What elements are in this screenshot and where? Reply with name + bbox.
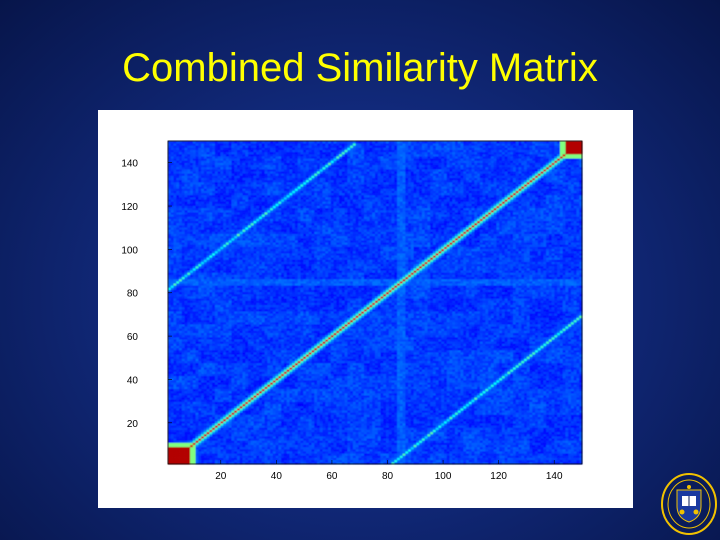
x-tick-label: 20 bbox=[215, 471, 227, 482]
plot-area bbox=[168, 141, 582, 464]
y-tick-label: 120 bbox=[121, 202, 138, 213]
y-tick-label: 40 bbox=[127, 375, 139, 386]
x-tick-label: 120 bbox=[490, 471, 507, 482]
y-tick-label: 60 bbox=[127, 332, 139, 343]
slide-title: Combined Similarity Matrix bbox=[0, 44, 720, 92]
heatmap-image bbox=[168, 141, 582, 464]
x-tick-label: 140 bbox=[546, 471, 563, 482]
university-seal-logo bbox=[660, 472, 718, 536]
x-tick-label: 100 bbox=[435, 471, 452, 482]
y-tick-label: 140 bbox=[121, 159, 138, 170]
y-tick-label: 80 bbox=[127, 289, 139, 300]
similarity-matrix-chart: 20 40 60 80 100 120 140 20 40 60 80 100 120 140 bbox=[98, 110, 633, 508]
y-tick-label: 20 bbox=[127, 419, 139, 430]
y-axis: 20 40 60 80 100 120 140 bbox=[121, 159, 172, 430]
x-tick-label: 80 bbox=[382, 471, 394, 482]
x-tick-label: 60 bbox=[326, 471, 338, 482]
y-tick-label: 100 bbox=[121, 245, 138, 256]
figure-panel: 20 40 60 80 100 120 140 20 40 60 80 100 120 140 bbox=[98, 110, 633, 508]
x-tick-label: 40 bbox=[271, 471, 283, 482]
